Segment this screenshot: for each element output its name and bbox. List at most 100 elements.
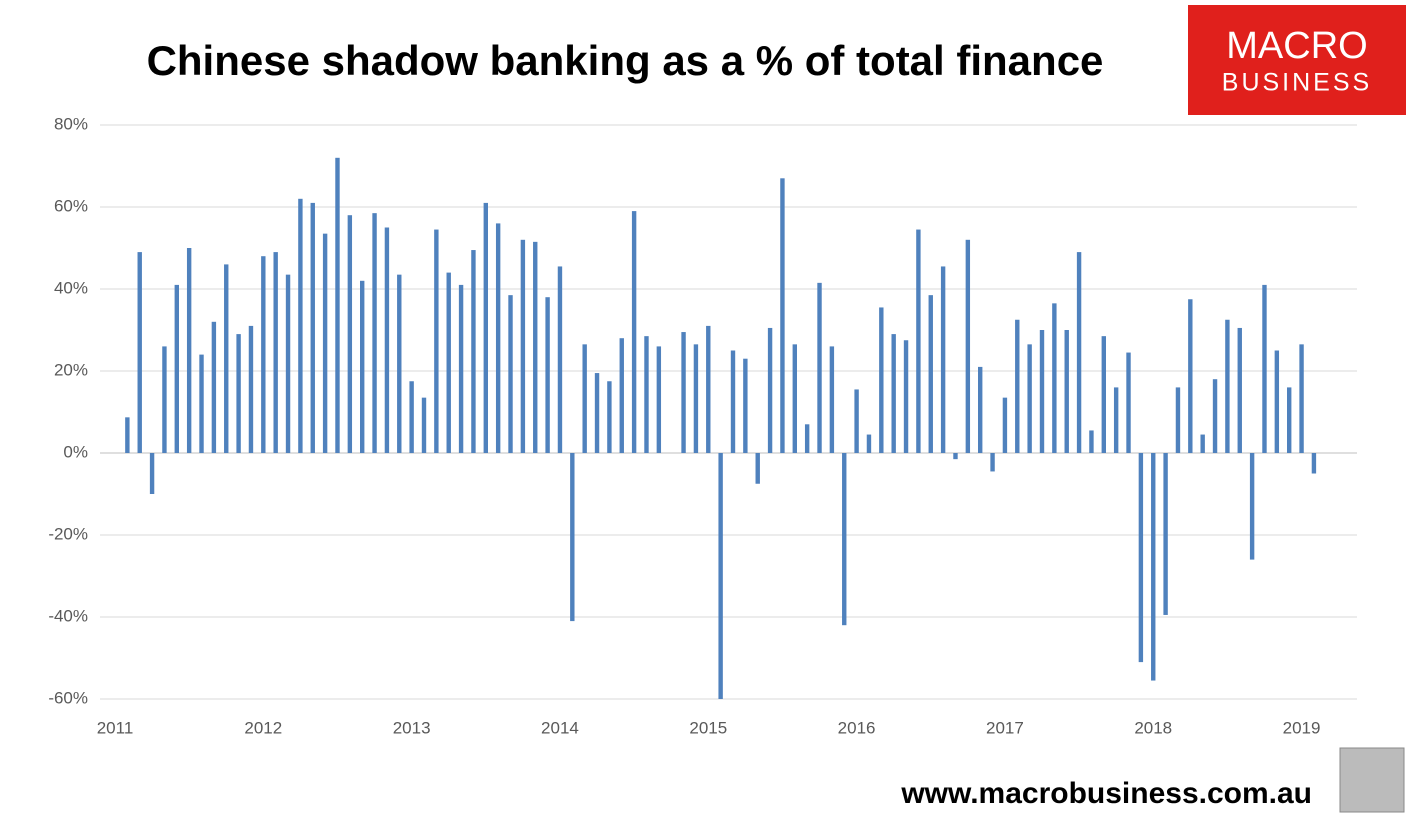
bar — [953, 453, 958, 460]
bar — [1262, 284, 1267, 453]
y-tick-label: 60% — [54, 196, 88, 215]
bar — [582, 344, 587, 453]
bar — [137, 252, 142, 453]
bar — [817, 282, 822, 453]
bar — [706, 325, 711, 453]
bar — [903, 340, 909, 453]
bar — [1039, 330, 1045, 453]
bar — [940, 266, 946, 453]
bar — [755, 453, 760, 484]
bar — [409, 381, 414, 453]
bar — [1027, 344, 1032, 453]
bar — [1287, 387, 1292, 453]
x-tick-label: 2013 — [393, 718, 431, 737]
x-tick-label: 2014 — [541, 718, 579, 737]
bar — [1237, 327, 1242, 453]
y-tick-label: 0% — [63, 442, 88, 461]
bar — [842, 453, 847, 626]
bar — [1175, 387, 1181, 453]
bar — [718, 453, 723, 699]
bar — [533, 241, 538, 453]
bar — [335, 157, 340, 454]
bar — [495, 223, 501, 453]
bar — [285, 274, 291, 453]
x-tick-label: 2016 — [838, 718, 876, 737]
bar — [916, 229, 921, 453]
bar — [1200, 434, 1205, 453]
bar — [1138, 453, 1144, 663]
bar — [743, 358, 748, 453]
bar — [520, 239, 526, 453]
bar — [174, 284, 179, 453]
bar — [1126, 352, 1131, 453]
x-tick-label: 2011 — [97, 718, 134, 737]
bar — [1113, 387, 1119, 453]
y-tick-label: 20% — [54, 360, 88, 379]
bar — [1225, 319, 1230, 453]
bar — [978, 366, 983, 453]
x-tick-label: 2015 — [689, 718, 727, 737]
bar — [780, 178, 785, 454]
bar — [854, 389, 859, 453]
bar — [162, 346, 167, 453]
bar — [199, 354, 204, 453]
x-tick-label: 2017 — [986, 718, 1024, 737]
footer-url: www.macrobusiness.com.au — [900, 777, 1312, 810]
bar — [619, 338, 624, 453]
y-tick-label: -40% — [48, 606, 88, 625]
bar — [1052, 303, 1057, 453]
bar — [631, 211, 637, 453]
bar — [397, 274, 402, 453]
bar — [681, 332, 686, 453]
bar — [792, 344, 797, 453]
bar — [211, 321, 217, 453]
bar — [298, 198, 303, 453]
bar — [928, 295, 933, 453]
bar — [1089, 430, 1094, 453]
bar — [1076, 252, 1082, 453]
y-tick-label: 40% — [54, 278, 88, 297]
bar — [545, 297, 550, 453]
bar — [483, 202, 488, 453]
bar — [1064, 330, 1069, 453]
bar — [644, 336, 649, 453]
bar — [434, 229, 439, 453]
bar — [1274, 350, 1280, 453]
bar — [1188, 299, 1193, 453]
bar — [508, 295, 513, 453]
x-tick-label: 2019 — [1283, 718, 1321, 737]
bar — [1151, 453, 1156, 681]
bar — [891, 334, 896, 453]
bar — [372, 213, 377, 453]
logo-text: MACRO — [1226, 25, 1367, 67]
bar — [360, 280, 365, 453]
logo-box — [1188, 5, 1406, 115]
bar — [1311, 453, 1317, 474]
bar — [866, 434, 872, 453]
x-tick-label: 2012 — [244, 718, 282, 737]
bar — [730, 350, 736, 453]
y-tick-label: 80% — [54, 114, 88, 133]
bar — [322, 233, 328, 453]
y-tick-label: -20% — [48, 524, 88, 543]
bar — [224, 264, 229, 453]
bar — [446, 272, 451, 453]
logo-image — [1339, 747, 1405, 813]
bar — [347, 215, 353, 453]
chart-title: Chinese shadow banking as a % of total f… — [147, 37, 1104, 84]
bar — [261, 256, 266, 453]
bar — [570, 453, 575, 622]
bar — [186, 248, 192, 453]
bar — [384, 227, 390, 453]
bar — [607, 381, 612, 453]
bar — [310, 202, 315, 453]
bar — [656, 346, 662, 453]
bar — [804, 424, 810, 453]
bar — [1163, 453, 1168, 615]
bar — [693, 344, 699, 453]
bar — [1002, 397, 1008, 453]
bar — [557, 266, 563, 453]
bar — [1015, 319, 1020, 453]
bar — [471, 250, 476, 453]
bar — [1212, 379, 1218, 453]
